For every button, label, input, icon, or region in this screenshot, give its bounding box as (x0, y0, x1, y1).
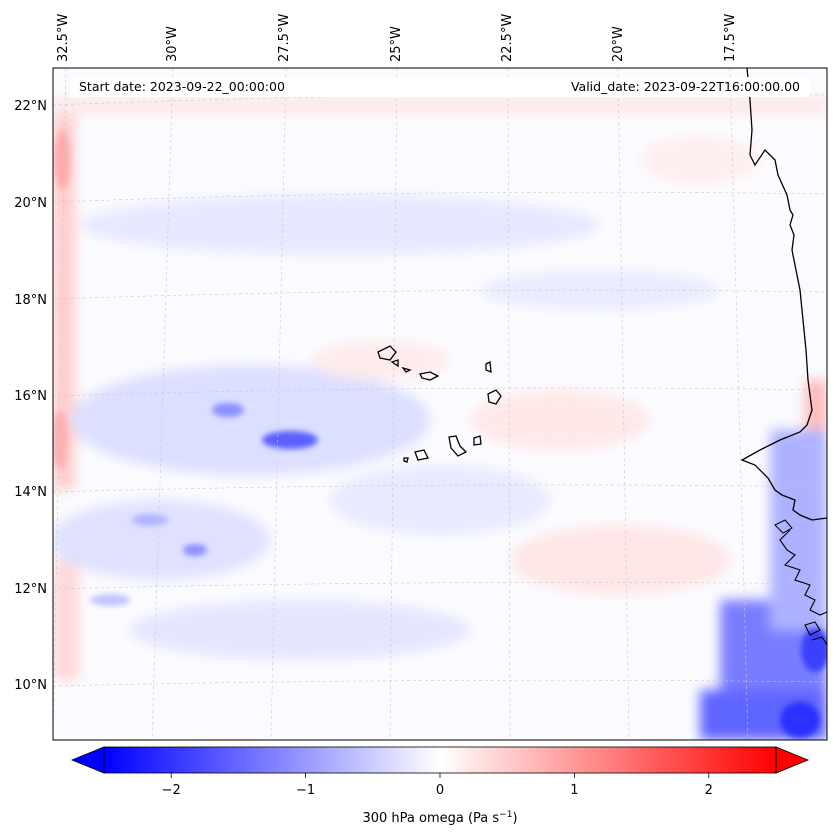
lon-label: 32.5°W (56, 14, 71, 62)
date-header-box (70, 77, 810, 97)
lat-label: 22°N (14, 99, 47, 114)
colorbar-tick-label: 1 (570, 783, 578, 798)
valid-date-label: Valid_date: 2023-09-22T16:00:00.00 (571, 79, 800, 94)
colorbar-tick-label: −1 (296, 783, 315, 798)
lon-label: 27.5°W (277, 14, 292, 62)
cabo-verde-islands (377, 345, 502, 463)
map-frame (52, 67, 828, 741)
colorbar-gradient (104, 747, 776, 773)
colorbar-title: 300 hPa omega (Pa s−1) (362, 810, 517, 826)
lon-label: 25°W (389, 26, 404, 62)
colorbar-tick-label: 2 (705, 783, 713, 798)
colorbar-tick-label: −2 (162, 783, 181, 798)
colorbar-ticks: −2 −1 0 1 2 (162, 773, 713, 798)
longitude-labels: 32.5°W 30°W 27.5°W 25°W 22.5°W 20°W 17.5… (56, 14, 738, 62)
omega-field (53, 95, 827, 740)
omega-field-detail (53, 130, 827, 738)
colorbar: −2 −1 0 1 2 300 hPa omega (Pa s−1) (70, 746, 810, 826)
lat-label: 18°N (14, 293, 47, 308)
map-panel (53, 68, 827, 740)
latitude-labels: 22°N 20°N 18°N 16°N 14°N 12°N 10°N (14, 99, 47, 693)
african-coastline (740, 68, 827, 521)
colorbar-tick-label: 0 (436, 783, 444, 798)
lat-label: 20°N (14, 196, 47, 211)
colorbar-high-extend (775, 746, 810, 774)
start-date-label: Start date: 2023-09-22_00:00:00 (79, 79, 285, 94)
colorbar-low-extend (70, 746, 105, 774)
lon-label: 30°W (165, 26, 180, 62)
graticule (53, 68, 827, 740)
lat-label: 10°N (14, 678, 47, 693)
lat-label: 12°N (14, 582, 47, 597)
lon-label: 20°W (611, 26, 626, 62)
lon-label: 17.5°W (723, 14, 738, 62)
lat-label: 16°N (14, 389, 47, 404)
lon-label: 22.5°W (500, 14, 515, 62)
lat-label: 14°N (14, 485, 47, 500)
